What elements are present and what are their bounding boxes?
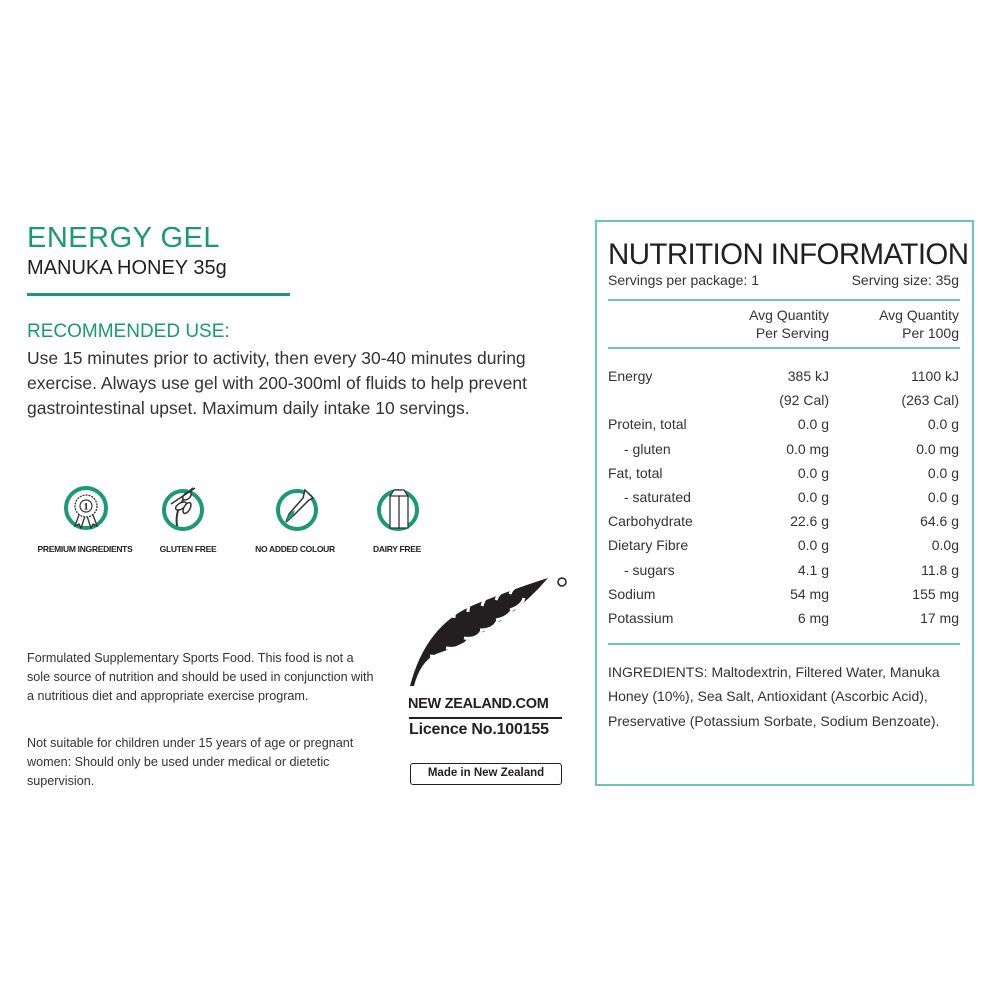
col-header: Avg Quantity bbox=[879, 307, 959, 323]
nutrient-value: (263 Cal) bbox=[901, 392, 959, 409]
nutrient-name: Carbohydrate bbox=[608, 513, 693, 530]
nutrient-value: 0.0 g bbox=[927, 489, 959, 505]
dropper-icon bbox=[276, 488, 318, 531]
nutrient-value: 0.0 g bbox=[927, 416, 959, 433]
badge-label: GLUTEN FREE bbox=[159, 544, 217, 554]
nutrient-value: 385 kJ bbox=[787, 368, 829, 384]
nutrient-name: Fat, total bbox=[608, 464, 663, 481]
nutrient-value: 0.0 g bbox=[797, 537, 829, 554]
divider bbox=[608, 643, 960, 645]
nutrient-value: 0.0 g bbox=[797, 489, 829, 505]
nutrition-row: Protein, total 0.0 g 0.0 g bbox=[608, 416, 959, 436]
nutrient-value: 6 mg bbox=[797, 610, 829, 626]
nutrition-row: - saturated 0.0 g 0.0 g bbox=[608, 489, 959, 509]
nutrition-title: NUTRITION INFORMATION bbox=[608, 238, 969, 271]
nutrient-name: - gluten bbox=[624, 440, 671, 457]
col-header: Per Serving bbox=[755, 325, 829, 341]
nutrition-panel bbox=[595, 220, 974, 786]
award-ribbon-icon: 1 bbox=[64, 486, 108, 530]
nutrient-name: - saturated bbox=[624, 489, 691, 505]
nutrition-row: - sugars 4.1 g 11.8 g bbox=[608, 562, 959, 582]
nutrient-value: 54 mg bbox=[790, 585, 829, 602]
product-title: ENERGY GEL bbox=[27, 222, 221, 254]
nutrient-value: 0.0 mg bbox=[786, 440, 829, 457]
nutrition-row: Fat, total 0.0 g 0.0 g bbox=[608, 465, 959, 485]
nutrient-value: 17 mg bbox=[920, 610, 959, 626]
licence-text: Licence No.100155 bbox=[409, 721, 549, 738]
nutrition-row: Energy 385 kJ 1100 kJ bbox=[608, 368, 959, 388]
nutrient-value: 64.6 g bbox=[920, 513, 959, 530]
recommended-use-heading: RECOMMENDED USE: bbox=[27, 321, 230, 342]
divider bbox=[608, 347, 960, 349]
nutrient-value: 11.8 g bbox=[921, 561, 959, 578]
divider bbox=[409, 717, 562, 719]
recommended-use-text: Use 15 minutes prior to activity, then e… bbox=[27, 348, 527, 418]
made-in-nz-badge: Made in New Zealand bbox=[410, 763, 562, 785]
svg-text:1: 1 bbox=[84, 502, 89, 512]
divider bbox=[608, 299, 960, 301]
badge-label: DAIRY FREE bbox=[372, 544, 422, 554]
wheat-crossed-icon bbox=[162, 487, 204, 531]
nutrient-name: Dietary Fibre bbox=[608, 537, 689, 554]
nutrition-row: Sodium 54 mg 155 mg bbox=[608, 586, 959, 606]
nutrient-value: 0.0g bbox=[931, 537, 959, 554]
nutrient-value: 0.0 g bbox=[927, 464, 959, 481]
milk-carton-icon bbox=[377, 489, 419, 531]
servings-per-package: Servings per package: 1 bbox=[608, 272, 759, 288]
nutrition-row: Dietary Fibre 0.0 g 0.0g bbox=[608, 537, 959, 557]
nutrient-name: Potassium bbox=[608, 610, 674, 626]
nz-brand-text: NEW ZEALAND.COM bbox=[408, 696, 549, 712]
divider bbox=[27, 293, 290, 296]
nutrition-row: - gluten 0.0 mg 0.0 mg bbox=[608, 441, 959, 461]
badge-label: PREMIUM INGREDIENTS bbox=[37, 544, 133, 554]
disclaimer-text: Formulated Supplementary Sports Food. Th… bbox=[27, 651, 374, 704]
nutrition-row: Potassium 6 mg 17 mg bbox=[608, 610, 959, 630]
nutrient-name: Protein, total bbox=[608, 416, 687, 433]
product-subtitle: MANUKA HONEY 35g bbox=[27, 257, 227, 279]
silver-fern-logo bbox=[410, 577, 567, 686]
nutrition-row: Carbohydrate 22.6 g 64.6 g bbox=[608, 513, 959, 533]
col-header: Avg Quantity bbox=[749, 307, 829, 323]
nutrient-value: 4.1 g bbox=[797, 561, 829, 578]
serving-size: Serving size: 35g bbox=[851, 272, 959, 288]
nutrition-row: (92 Cal) (263 Cal) bbox=[608, 392, 959, 412]
disclaimer-text: Not suitable for children under 15 years… bbox=[27, 736, 354, 789]
nutrient-value: 0.0 g bbox=[797, 464, 829, 481]
nutrient-value: 0.0 g bbox=[797, 416, 829, 433]
nutrient-value: 1100 kJ bbox=[911, 368, 959, 384]
nutrient-value: 22.6 g bbox=[790, 513, 829, 530]
nutrient-value: 155 mg bbox=[912, 585, 959, 602]
col-header: Per 100g bbox=[902, 325, 959, 341]
ingredients-text: INGREDIENTS: Maltodextrin, Filtered Wate… bbox=[608, 664, 940, 729]
nutrient-value: (92 Cal) bbox=[779, 392, 829, 409]
nutrient-name: - sugars bbox=[624, 561, 675, 578]
badge-label: NO ADDED COLOUR bbox=[255, 544, 335, 554]
nutrient-value: 0.0 mg bbox=[916, 440, 959, 457]
nutrient-name: Sodium bbox=[608, 585, 656, 602]
nutrient-name: Energy bbox=[608, 368, 653, 384]
